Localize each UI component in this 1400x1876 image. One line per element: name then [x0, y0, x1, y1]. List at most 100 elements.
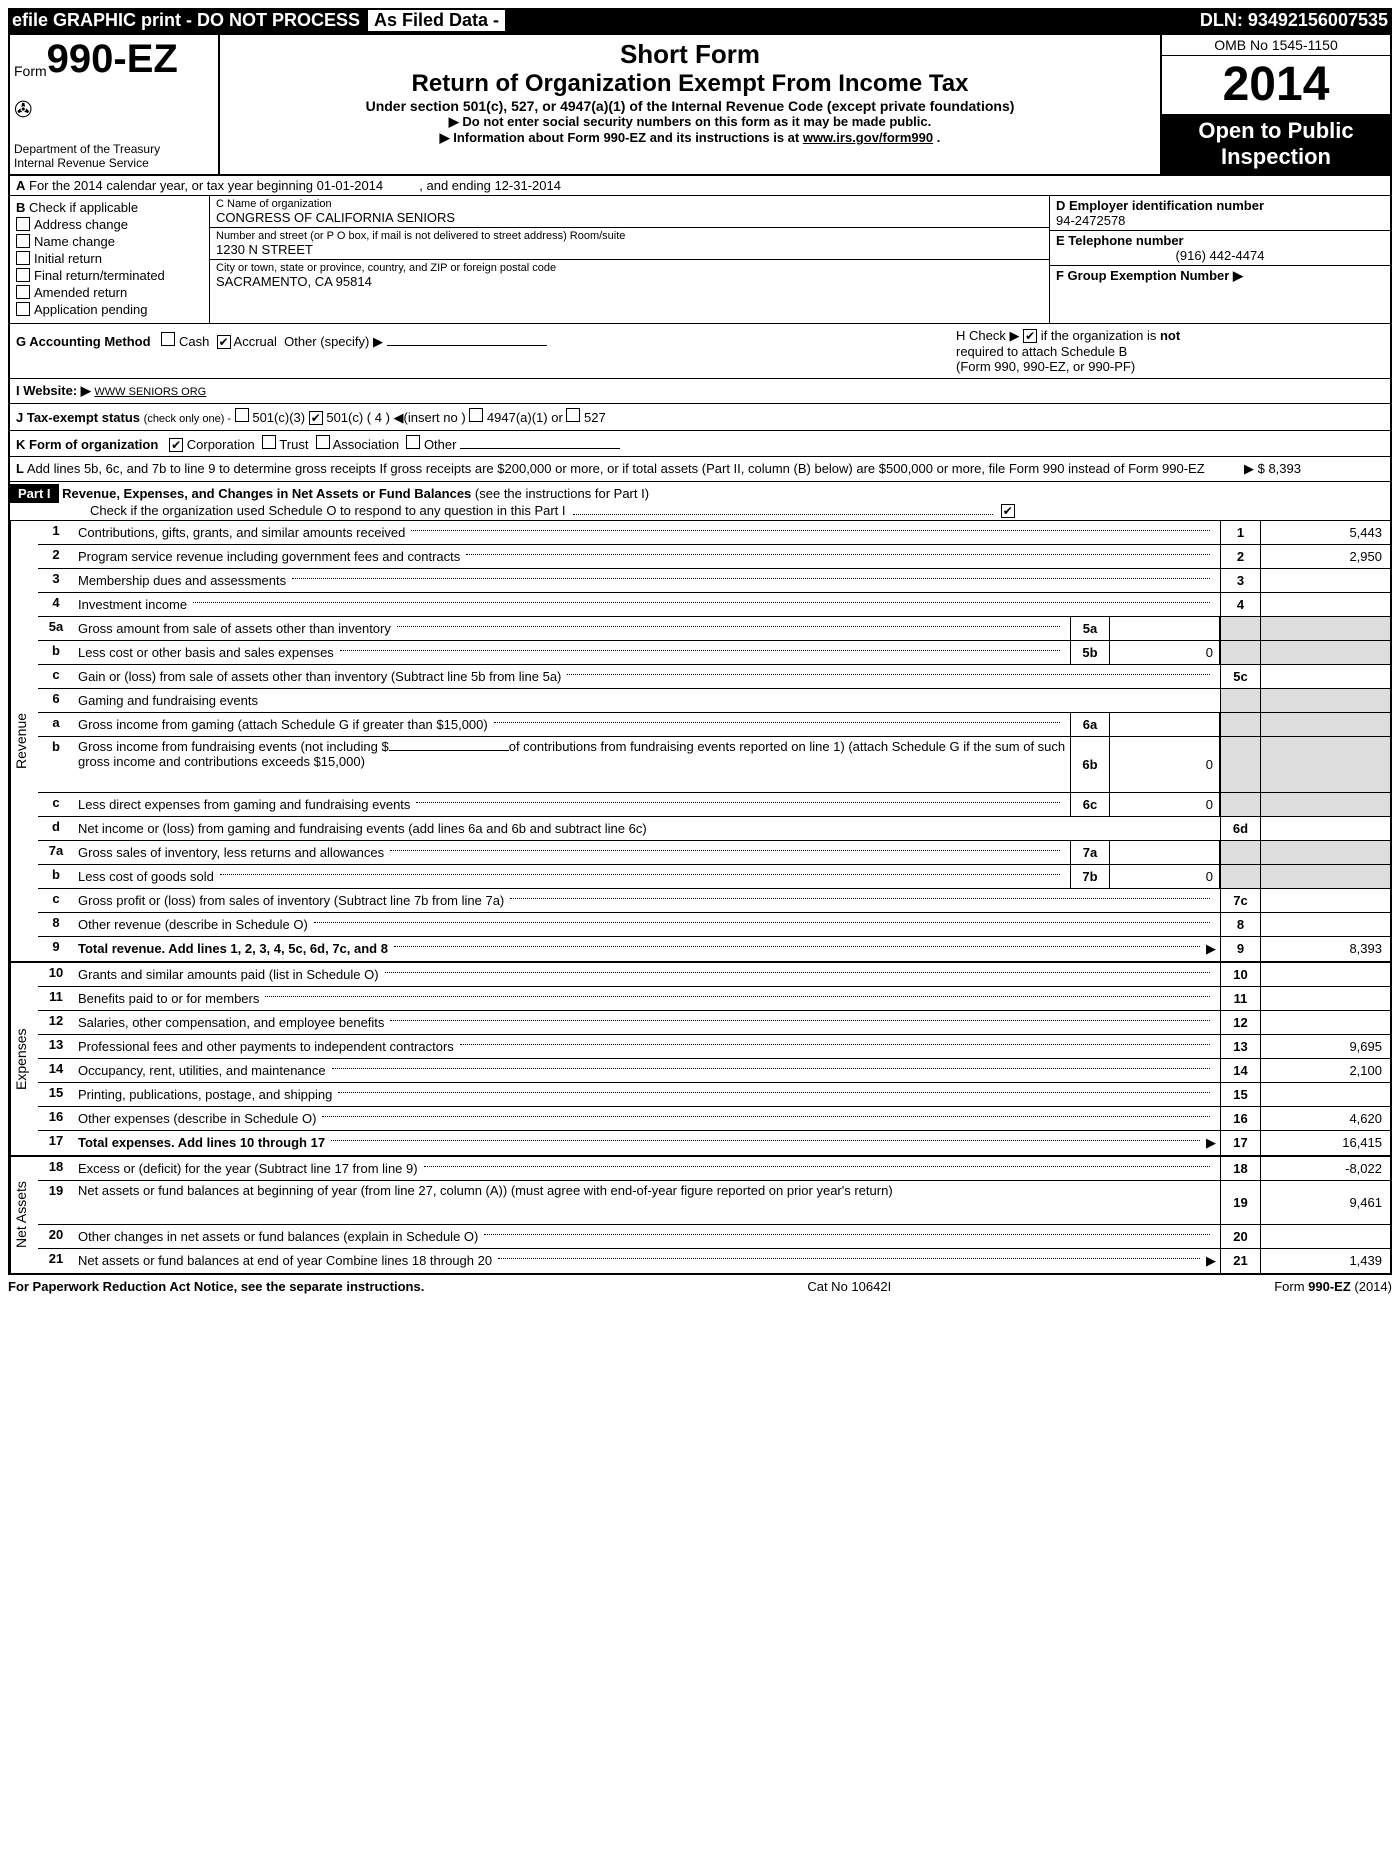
line-10-no: 10 [38, 963, 74, 986]
line-21-box: 21 [1220, 1249, 1260, 1273]
label-d-ein: D Employer identification number [1056, 198, 1264, 213]
ein: 94-2472578 [1056, 213, 1384, 228]
line-7a-no: 7a [38, 841, 74, 864]
line-3-no: 3 [38, 569, 74, 592]
part-i-title: Revenue, Expenses, and Changes in Net As… [62, 486, 471, 501]
open-inspection: Open to Public Inspection [1162, 114, 1390, 174]
lbl-4947a1: 4947(a)(1) or [487, 410, 563, 425]
line-21-desc: Net assets or fund balances at end of ye… [78, 1253, 492, 1268]
note-info-post: . [937, 130, 941, 145]
line-2-desc: Program service revenue including govern… [78, 549, 460, 564]
chk-corporation[interactable] [169, 438, 183, 452]
lbl-corporation: Corporation [187, 437, 255, 452]
line-6b-sbox: 6b [1070, 737, 1110, 792]
page-footer: For Paperwork Reduction Act Notice, see … [8, 1275, 1392, 1298]
line-6c-rbox [1220, 793, 1260, 816]
line-5a-no: 5a [38, 617, 74, 640]
expenses-vertical-label: Expenses [10, 963, 38, 1155]
lbl-amended-return: Amended return [34, 285, 127, 300]
chk-association[interactable] [316, 435, 330, 449]
gross-receipts-amount: ▶ $ 8,393 [1244, 461, 1384, 477]
line-6a-rbox [1220, 713, 1260, 736]
line-12-val [1260, 1011, 1390, 1034]
chk-527[interactable] [566, 408, 580, 422]
chk-schedule-o-part-i[interactable] [1001, 504, 1015, 518]
line-6c-no: c [38, 793, 74, 816]
org-city: SACRAMENTO, CA 95814 [216, 274, 1043, 289]
chk-initial-return[interactable] [16, 251, 30, 265]
open-line2: Inspection [1164, 144, 1388, 170]
row-j-tax-exempt: J Tax-exempt status (check only one) - 5… [10, 404, 1390, 431]
row-gh: G Accounting Method Cash Accrual Other (… [10, 324, 1390, 379]
chk-other-org[interactable] [406, 435, 420, 449]
line-7c-val [1260, 889, 1390, 912]
line-7b-no: b [38, 865, 74, 888]
net-assets-section: Net Assets 18Excess or (deficit) for the… [10, 1157, 1390, 1273]
chk-trust[interactable] [262, 435, 276, 449]
line-12-desc: Salaries, other compensation, and employ… [78, 1015, 384, 1030]
line-17-box: 17 [1220, 1131, 1260, 1155]
line-18-desc: Excess or (deficit) for the year (Subtra… [78, 1161, 418, 1176]
tax-year-begin: For the 2014 calendar year, or tax year … [29, 178, 383, 193]
line-17-desc: Total expenses. Add lines 10 through 17 [78, 1135, 325, 1150]
line-4-desc: Investment income [78, 597, 187, 612]
line-7a-rval [1260, 841, 1390, 864]
chk-accrual[interactable] [217, 335, 231, 349]
line-13-val: 9,695 [1260, 1035, 1390, 1058]
line-6d-desc: Net income or (loss) from gaming and fun… [78, 821, 647, 836]
line-4-no: 4 [38, 593, 74, 616]
net-assets-vertical-label: Net Assets [10, 1157, 38, 1273]
website-link[interactable]: WWW SENIORS ORG [94, 386, 206, 398]
label-i: I Website: ▶ [16, 383, 91, 398]
line-5b-no: b [38, 641, 74, 664]
org-name: CONGRESS OF CALIFORNIA SENIORS [216, 210, 1043, 225]
other-org-blank[interactable] [460, 448, 620, 449]
chk-name-change[interactable] [16, 234, 30, 248]
line-5c-val [1260, 665, 1390, 688]
line-9-box: 9 [1220, 937, 1260, 961]
line-14-no: 14 [38, 1059, 74, 1082]
lbl-accrual: Accrual [234, 334, 277, 349]
form-header: Form 990-EZ ✇ Department of the Treasury… [10, 35, 1390, 176]
line-5c-desc: Gain or (loss) from sale of assets other… [78, 669, 561, 684]
irs-link[interactable]: www.irs.gov/form990 [803, 130, 933, 145]
line-6c-desc: Less direct expenses from gaming and fun… [78, 797, 410, 812]
chk-schedule-b-not-required[interactable] [1023, 329, 1037, 343]
lbl-501c: 501(c) ( 4 ) ◀(insert no ) [326, 410, 465, 425]
line-11-no: 11 [38, 987, 74, 1010]
line-6b-blank[interactable] [389, 750, 509, 751]
line-20-no: 20 [38, 1225, 74, 1248]
chk-4947a1[interactable] [469, 408, 483, 422]
chk-final-return[interactable] [16, 268, 30, 282]
chk-501c[interactable] [309, 411, 323, 425]
short-form-title: Short Form [226, 39, 1154, 70]
lbl-association: Association [333, 437, 399, 452]
line-12-box: 12 [1220, 1011, 1260, 1034]
line-5b-sval: 0 [1110, 641, 1220, 664]
chk-address-change[interactable] [16, 217, 30, 231]
line-7a-sval [1110, 841, 1220, 864]
line-2-val: 2,950 [1260, 545, 1390, 568]
arrow-icon: ▶ [1206, 1135, 1216, 1151]
line-14-val: 2,100 [1260, 1059, 1390, 1082]
chk-cash[interactable] [161, 332, 175, 346]
line-17-val: 16,415 [1260, 1131, 1390, 1155]
line-21-val: 1,439 [1260, 1249, 1390, 1273]
line-6c-sbox: 6c [1070, 793, 1110, 816]
other-method-blank[interactable] [387, 345, 547, 346]
chk-amended-return[interactable] [16, 285, 30, 299]
line-5c-box: 5c [1220, 665, 1260, 688]
chk-application-pending[interactable] [16, 302, 30, 316]
line-5a-sbox: 5a [1070, 617, 1110, 640]
line-6-desc: Gaming and fundraising events [78, 693, 258, 708]
part-i-dots [573, 514, 993, 515]
line-11-val [1260, 987, 1390, 1010]
line-3-val [1260, 569, 1390, 592]
line-4-box: 4 [1220, 593, 1260, 616]
line-6d-val [1260, 817, 1390, 840]
irs-eagle-icon: ✇ [14, 97, 214, 123]
return-title: Return of Organization Exempt From Incom… [226, 70, 1154, 98]
line-19-no: 19 [38, 1181, 74, 1224]
line-6b-rval [1260, 737, 1390, 792]
chk-501c3[interactable] [235, 408, 249, 422]
